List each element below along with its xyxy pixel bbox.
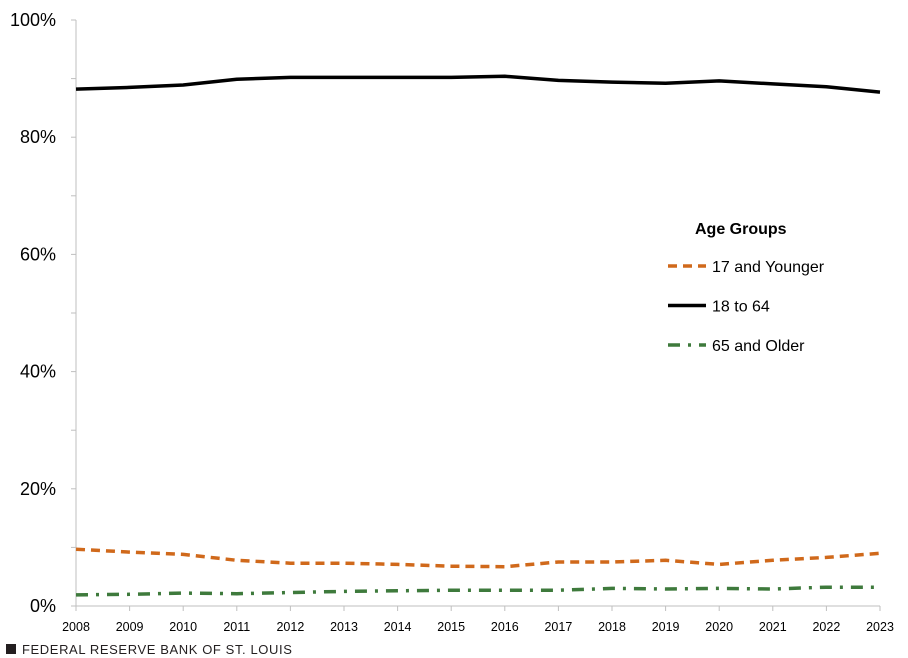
series-line-2: [75, 585, 880, 597]
legend-label-1: 18 to 64: [712, 299, 770, 316]
x-tick-label: 2021: [759, 620, 787, 634]
x-tick-label: 2010: [169, 620, 197, 634]
series-line-1: [75, 74, 881, 94]
legend-label-2: 65 and Older: [712, 338, 805, 355]
footer: FEDERAL RESERVE BANK OF ST. LOUIS: [6, 640, 292, 658]
x-tick-label: 2017: [544, 620, 572, 634]
x-tick-label: 2018: [598, 620, 626, 634]
x-axis-labels: 2008 2009 2010 2011 2012 2013 2014 2015 2016 2017…: [62, 620, 894, 634]
x-tick-label: 2008: [62, 620, 90, 634]
footer-source: FEDERAL RESERVE BANK OF ST. LOUIS: [22, 641, 293, 657]
y-tick-label: 0%: [30, 596, 56, 616]
x-tick-label: 2012: [276, 620, 304, 634]
y-tick-label: 40%: [20, 362, 56, 382]
y-tick-label: 20%: [20, 479, 56, 499]
x-tick-label: 2019: [652, 620, 680, 634]
x-tick-label: 2014: [384, 620, 412, 634]
x-tick-label: 2009: [116, 620, 144, 634]
x-tick-label: 2022: [812, 620, 840, 634]
x-tick-label: 2023: [866, 620, 894, 634]
y-tick-label: 100%: [10, 10, 56, 30]
legend-label-0: 17 and Younger: [712, 259, 825, 276]
y-tick-label: 60%: [20, 244, 56, 264]
x-tick-label: 2020: [705, 620, 733, 634]
legend-title: Age Groups: [695, 221, 787, 238]
x-tick-label: 2013: [330, 620, 358, 634]
x-tick-label: 2011: [223, 620, 250, 634]
line-chart: 0%20%40%60%80%100% 2008 2009 2010 2011 2012 2…: [10, 10, 894, 634]
x-tick-label: 2015: [437, 620, 465, 634]
axes: [71, 19, 881, 611]
series-lines: [75, 74, 881, 597]
series-line-0: [75, 547, 881, 569]
x-tick-label: 2016: [491, 620, 519, 634]
legend: Age Groups 17 and Younger 18 to 64 65 and …: [668, 221, 825, 355]
y-tick-label: 80%: [20, 127, 56, 147]
footer-square-icon: [6, 644, 16, 654]
y-axis-labels: 0% 20% 40% 60% 80% 100%: [10, 10, 56, 616]
